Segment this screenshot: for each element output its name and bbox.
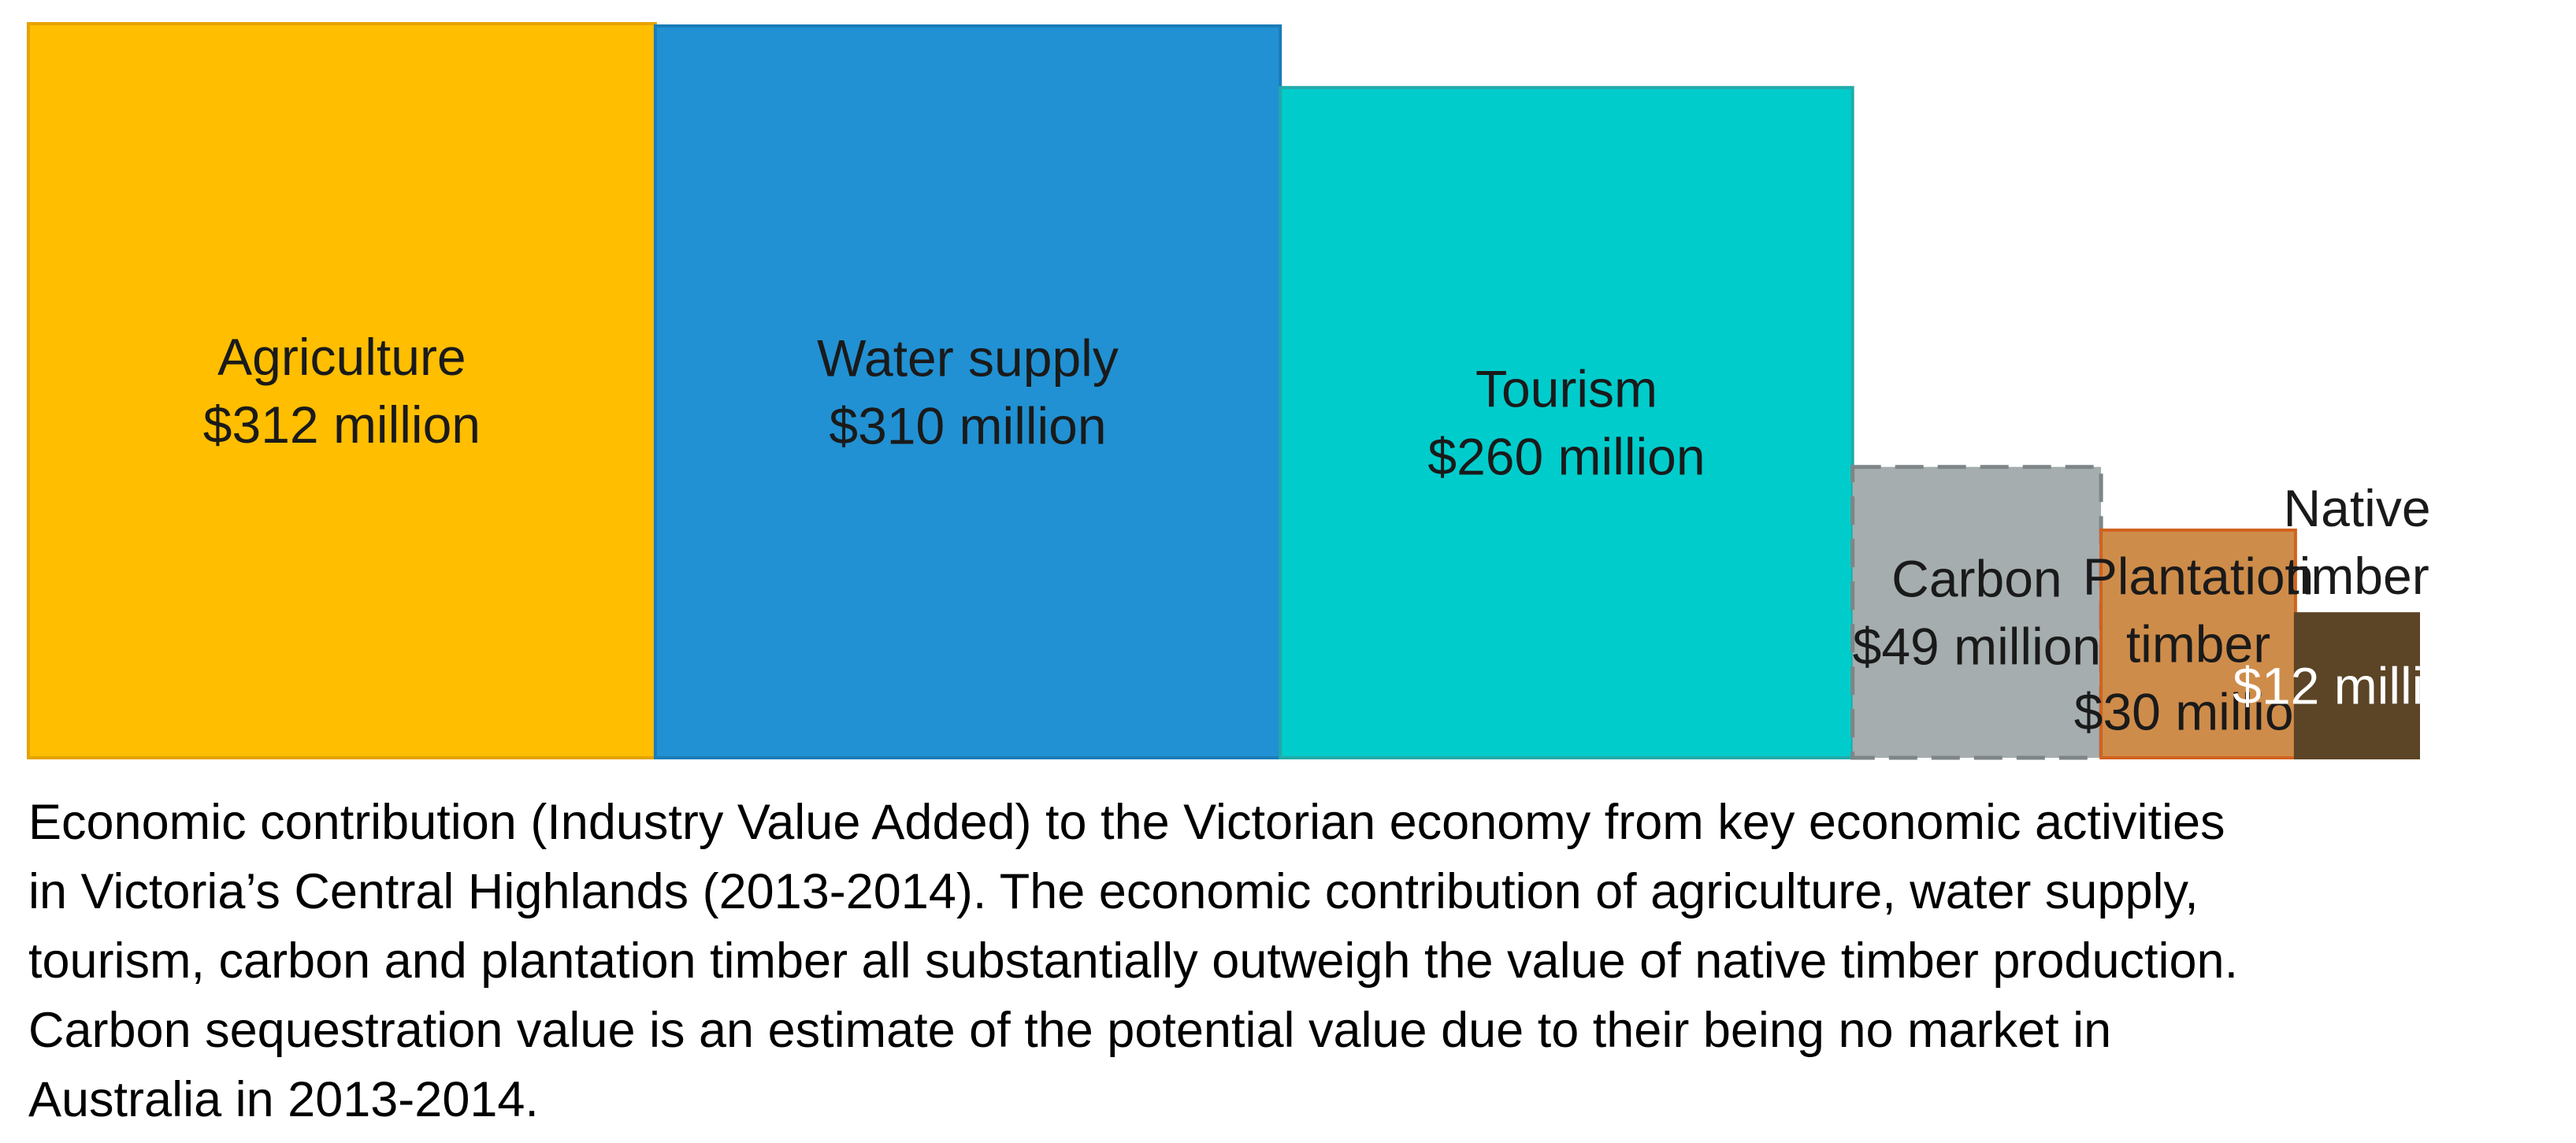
bar-label-water-supply-0: Water supply [817, 329, 1119, 388]
bar-label-plantation-timber-0: Plantation [2083, 547, 2314, 606]
bar-label-agriculture-0: Agriculture [217, 328, 466, 386]
bar-plantation-timber [2099, 529, 2297, 759]
bar-label-tourism-1: $260 million [1427, 428, 1705, 486]
bar-agriculture [27, 22, 657, 759]
bar-native-timber [2293, 612, 2420, 760]
bar-carbon [1850, 465, 2103, 760]
bar-label-tourism-0: Tourism [1475, 360, 1657, 418]
bar-label-water-supply-1: $310 million [829, 397, 1106, 455]
bar-label-carbon-0: Carbon [1891, 549, 2062, 607]
bar-label-plantation-timber-2: $30 million [2074, 683, 2323, 741]
bar-water-supply [653, 24, 1282, 759]
bar-label-plantation-timber-1: timber [2126, 615, 2270, 674]
area-bar-chart: Agriculture $312 million Water supply $310 … [27, 22, 2481, 760]
bar-label-carbon-1: $49 million [1853, 617, 2102, 675]
bar-label-agriculture-1: $312 million [203, 395, 481, 454]
bar-tourism [1279, 86, 1854, 759]
bar-label-native-timber-1: timber [2285, 547, 2429, 605]
bar-label-native-timber-value-0: $12 million [2233, 657, 2481, 715]
chart-caption: Economic contribution (Industry Value Ad… [28, 795, 2239, 1127]
bar-label-native-timber-0: Native [2283, 479, 2430, 537]
